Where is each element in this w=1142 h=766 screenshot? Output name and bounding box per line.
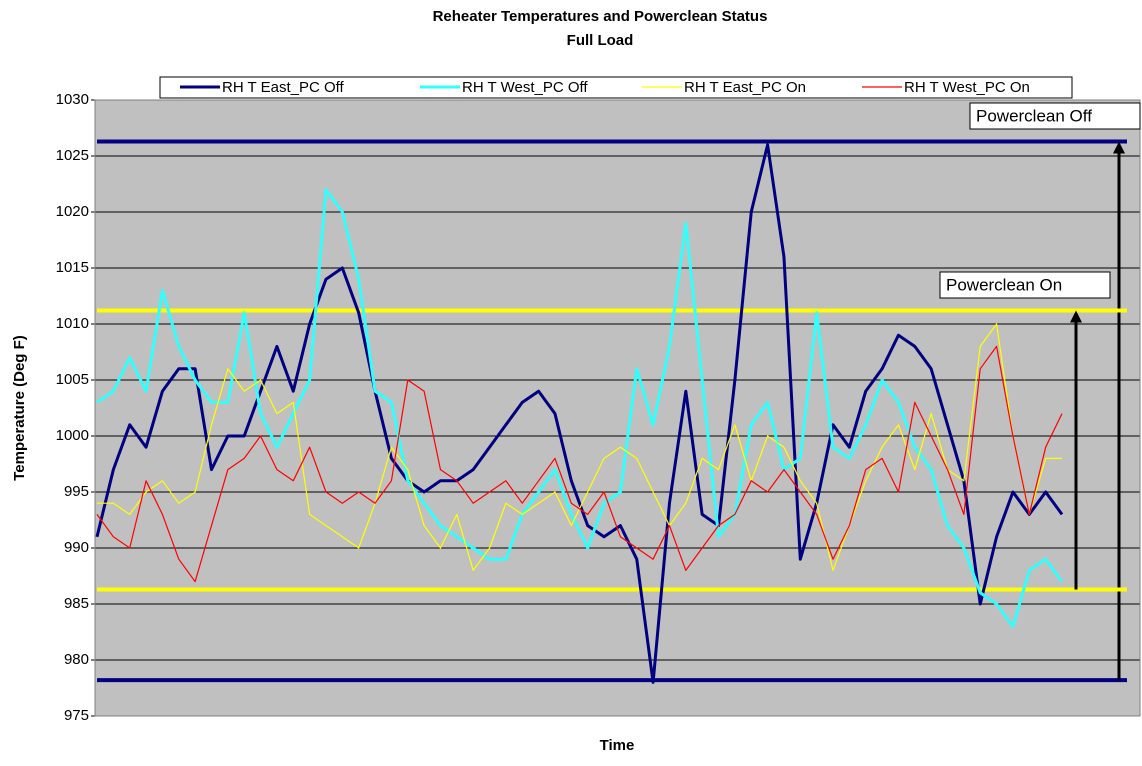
series-line [96, 188, 1064, 628]
annotation-text: Powerclean Off [976, 106, 1092, 125]
chart-subtitle: Full Load [567, 32, 634, 49]
x-axis-label: Time [600, 737, 635, 754]
y-tick-label: 980 [64, 651, 89, 668]
annotation-box [969, 102, 1141, 130]
annotation-box [939, 271, 1111, 299]
arrow-head [1070, 310, 1082, 323]
y-tick-label: 995 [64, 483, 89, 500]
y-tick-label: 990 [64, 539, 89, 556]
y-tick-label: 975 [64, 707, 89, 724]
y-tick-label: 1005 [56, 371, 89, 388]
legend-label: RH T West_PC Off [462, 79, 588, 96]
plot-border [94, 99, 1141, 717]
y-tick-label: 1010 [56, 315, 89, 332]
annotation-text: Powerclean On [946, 275, 1062, 294]
y-tick-label: 1030 [56, 91, 89, 108]
series-line [96, 345, 1063, 583]
legend-label: RH T West_PC On [904, 79, 1030, 96]
y-axis-label: Temperature (Deg F) [11, 335, 28, 481]
legend [159, 76, 1073, 99]
y-tick-label: 1020 [56, 203, 89, 220]
plot-area [95, 100, 1140, 716]
chart-title: Reheater Temperatures and Powerclean Sta… [433, 8, 768, 25]
y-tick-label: 1000 [56, 427, 89, 444]
arrow-head [1113, 141, 1125, 154]
legend-label: RH T East_PC Off [222, 79, 345, 96]
legend-label: RH T East_PC On [684, 79, 806, 96]
y-tick-label: 1015 [56, 259, 89, 276]
y-tick-label: 1025 [56, 147, 89, 164]
y-tick-label: 985 [64, 595, 89, 612]
